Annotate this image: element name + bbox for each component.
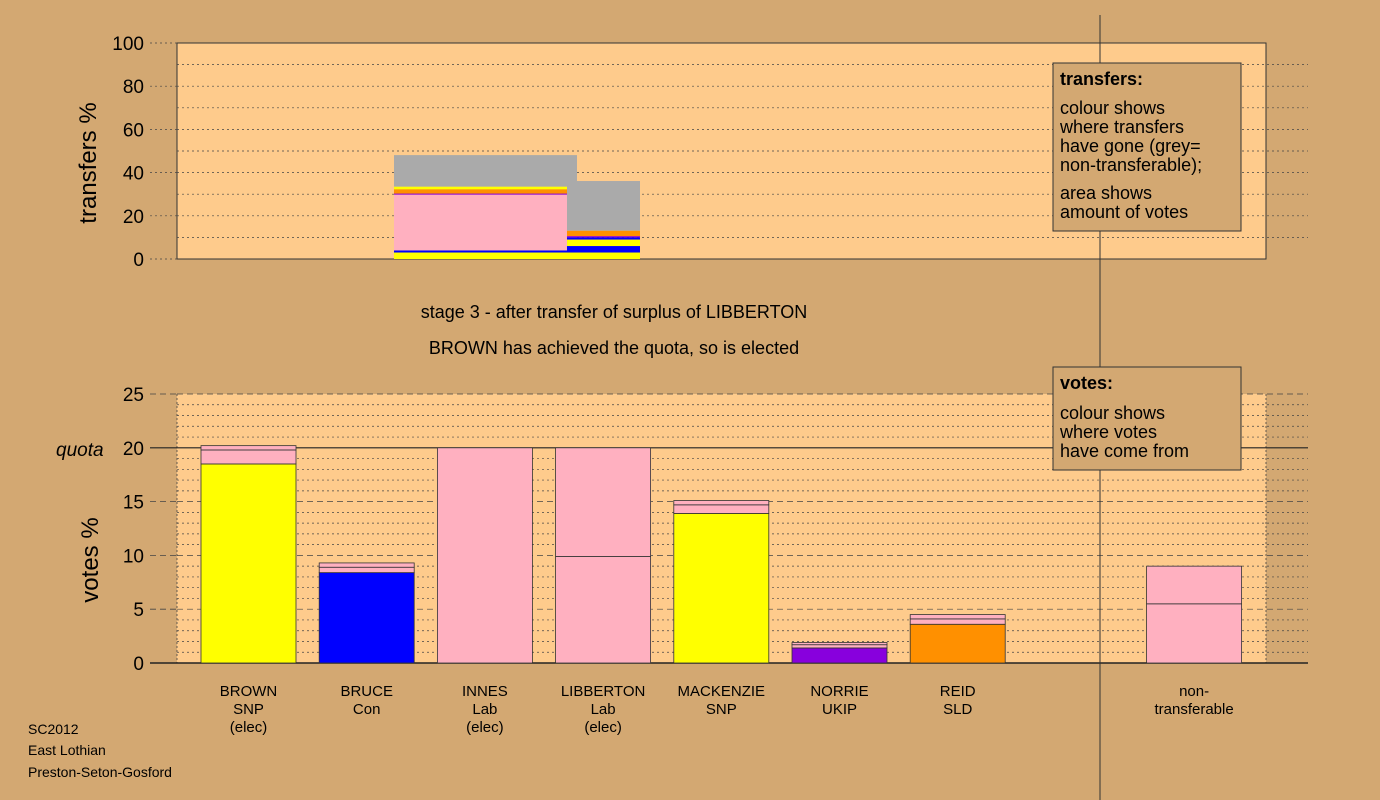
votes-y-ticks: 0 5 10 15 20 25 bbox=[123, 385, 177, 675]
votes-note-line: colour shows bbox=[1060, 403, 1165, 423]
votes-category-label: UKIP bbox=[822, 701, 857, 718]
votes-category-label: transferable bbox=[1154, 701, 1233, 718]
transfer-segment-libberton bbox=[567, 181, 640, 231]
transfers-y-tick-label: 0 bbox=[133, 250, 144, 271]
transfer-segment-libberton bbox=[567, 246, 640, 253]
votes-bar-segment bbox=[318, 566, 415, 574]
votes-bar-segment bbox=[318, 562, 415, 568]
transfers-legend-note: transfers: colour shows where transfers … bbox=[1052, 62, 1242, 232]
votes-bar-segment bbox=[909, 618, 1006, 625]
votes-bar-segment bbox=[200, 449, 297, 465]
transfers-note-line: have gone (grey= bbox=[1060, 136, 1201, 156]
votes-note-line: where votes bbox=[1059, 422, 1157, 442]
transfer-segment-libberton bbox=[567, 252, 640, 259]
votes-category-label: SNP bbox=[706, 701, 737, 718]
votes-bar-segment bbox=[673, 504, 770, 514]
transfer-segment-libberton bbox=[567, 237, 640, 240]
votes-y-tick-label: 5 bbox=[133, 600, 144, 621]
votes-category-labels: BROWNSNP(elec)BRUCEConINNESLab(elec)LIBB… bbox=[220, 683, 1234, 736]
transfer-segment-innes bbox=[394, 250, 577, 253]
votes-category-label: (elec) bbox=[584, 719, 622, 736]
transfers-y-tick-label: 80 bbox=[123, 77, 144, 98]
votes-note-line: have come from bbox=[1060, 441, 1189, 461]
votes-bar-segment bbox=[909, 614, 1006, 620]
quota-label: quota bbox=[56, 440, 104, 461]
votes-bar-segment bbox=[555, 556, 651, 664]
votes-bars bbox=[200, 445, 1242, 664]
transfers-y-tick-label: 60 bbox=[123, 120, 144, 141]
transfer-segment-innes bbox=[394, 193, 577, 195]
transfer-segment-libberton bbox=[567, 239, 640, 247]
votes-bar-segment bbox=[791, 642, 888, 646]
transfers-y-tick-label: 40 bbox=[123, 164, 144, 185]
footer-line: SC2012 bbox=[28, 721, 79, 737]
votes-bar-segment bbox=[673, 500, 770, 506]
votes-category-label: Lab bbox=[472, 701, 497, 718]
transfers-note-line: amount of votes bbox=[1060, 202, 1188, 222]
votes-bar-segment bbox=[791, 647, 888, 664]
votes-bar-segment bbox=[318, 572, 415, 664]
votes-bar-segment bbox=[555, 447, 651, 557]
votes-note-title: votes: bbox=[1060, 373, 1113, 393]
votes-category-label: LIBBERTON bbox=[561, 683, 645, 700]
transfer-segment-innes bbox=[394, 252, 577, 259]
transfer-segment-innes bbox=[394, 186, 577, 190]
votes-category-label: non- bbox=[1179, 683, 1209, 700]
votes-category-label: BRUCE bbox=[340, 683, 393, 700]
transfer-segment-libberton bbox=[567, 236, 640, 238]
stage-subtitle: BROWN has achieved the quota, so is elec… bbox=[429, 338, 799, 358]
transfers-note-line: where transfers bbox=[1059, 117, 1184, 137]
transfer-segment-libberton bbox=[567, 230, 640, 237]
votes-category-label: Con bbox=[353, 701, 381, 718]
transfers-note-line: non-transferable); bbox=[1060, 155, 1202, 175]
transfers-y-ticks: 0 20 40 60 80 100 bbox=[112, 34, 177, 271]
footer-line: Preston-Seton-Gosford bbox=[28, 764, 172, 780]
transfers-note-line: colour shows bbox=[1060, 98, 1165, 118]
votes-y-tick-label: 20 bbox=[123, 439, 144, 460]
transfers-gridlines bbox=[177, 64, 1308, 238]
votes-category-label: INNES bbox=[462, 683, 508, 700]
votes-bar-segment bbox=[436, 447, 533, 664]
footer-line: East Lothian bbox=[28, 742, 106, 758]
transfer-segment-innes bbox=[394, 189, 577, 194]
votes-category-label: BROWN bbox=[220, 683, 278, 700]
votes-y-axis-label: votes % bbox=[77, 517, 104, 602]
votes-category-label: (elec) bbox=[466, 719, 504, 736]
transfer-segment-innes bbox=[394, 194, 577, 251]
stage-title: stage 3 - after transfer of surplus of L… bbox=[421, 302, 808, 322]
transfers-y-tick-label: 20 bbox=[123, 207, 144, 228]
votes-category-label: SNP bbox=[233, 701, 264, 718]
votes-legend-note: votes: colour shows where votes have com… bbox=[1052, 366, 1242, 471]
votes-category-label: NORRIE bbox=[810, 683, 868, 700]
transfers-note-title: transfers: bbox=[1060, 69, 1143, 89]
votes-category-label: MACKENZIE bbox=[678, 683, 766, 700]
transfers-y-tick-label: 100 bbox=[112, 34, 144, 55]
votes-bar-segment bbox=[1146, 565, 1242, 605]
transfers-bars bbox=[394, 155, 640, 259]
votes-category-label: REID bbox=[940, 683, 976, 700]
transfer-segment-innes bbox=[394, 155, 577, 187]
votes-bar-segment bbox=[673, 513, 770, 664]
votes-category-label: Lab bbox=[591, 701, 616, 718]
votes-bar-segment bbox=[200, 445, 297, 451]
votes-bar-segment bbox=[200, 463, 297, 664]
transfers-note-line: area shows bbox=[1060, 183, 1152, 203]
votes-y-tick-label: 25 bbox=[123, 385, 144, 406]
votes-bar-segment bbox=[791, 644, 888, 649]
votes-y-tick-label: 15 bbox=[123, 493, 144, 514]
transfers-y-axis-label: transfers % bbox=[75, 102, 102, 223]
votes-y-tick-label: 0 bbox=[133, 654, 144, 675]
votes-y-tick-label: 10 bbox=[123, 546, 144, 567]
votes-category-label: SLD bbox=[943, 701, 972, 718]
votes-category-label: (elec) bbox=[230, 719, 268, 736]
votes-bar-segment bbox=[909, 623, 1006, 664]
votes-bar-segment bbox=[1146, 603, 1242, 664]
